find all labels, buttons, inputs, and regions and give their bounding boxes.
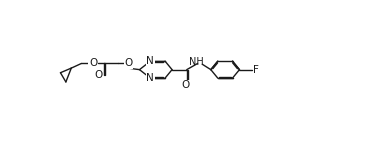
Text: O: O xyxy=(89,58,97,69)
Text: N: N xyxy=(147,56,154,66)
Text: O: O xyxy=(125,58,133,69)
Text: F: F xyxy=(253,65,259,75)
Text: NH: NH xyxy=(189,57,204,67)
Text: O: O xyxy=(94,70,103,80)
Text: O: O xyxy=(182,80,190,90)
Text: N: N xyxy=(147,73,154,83)
